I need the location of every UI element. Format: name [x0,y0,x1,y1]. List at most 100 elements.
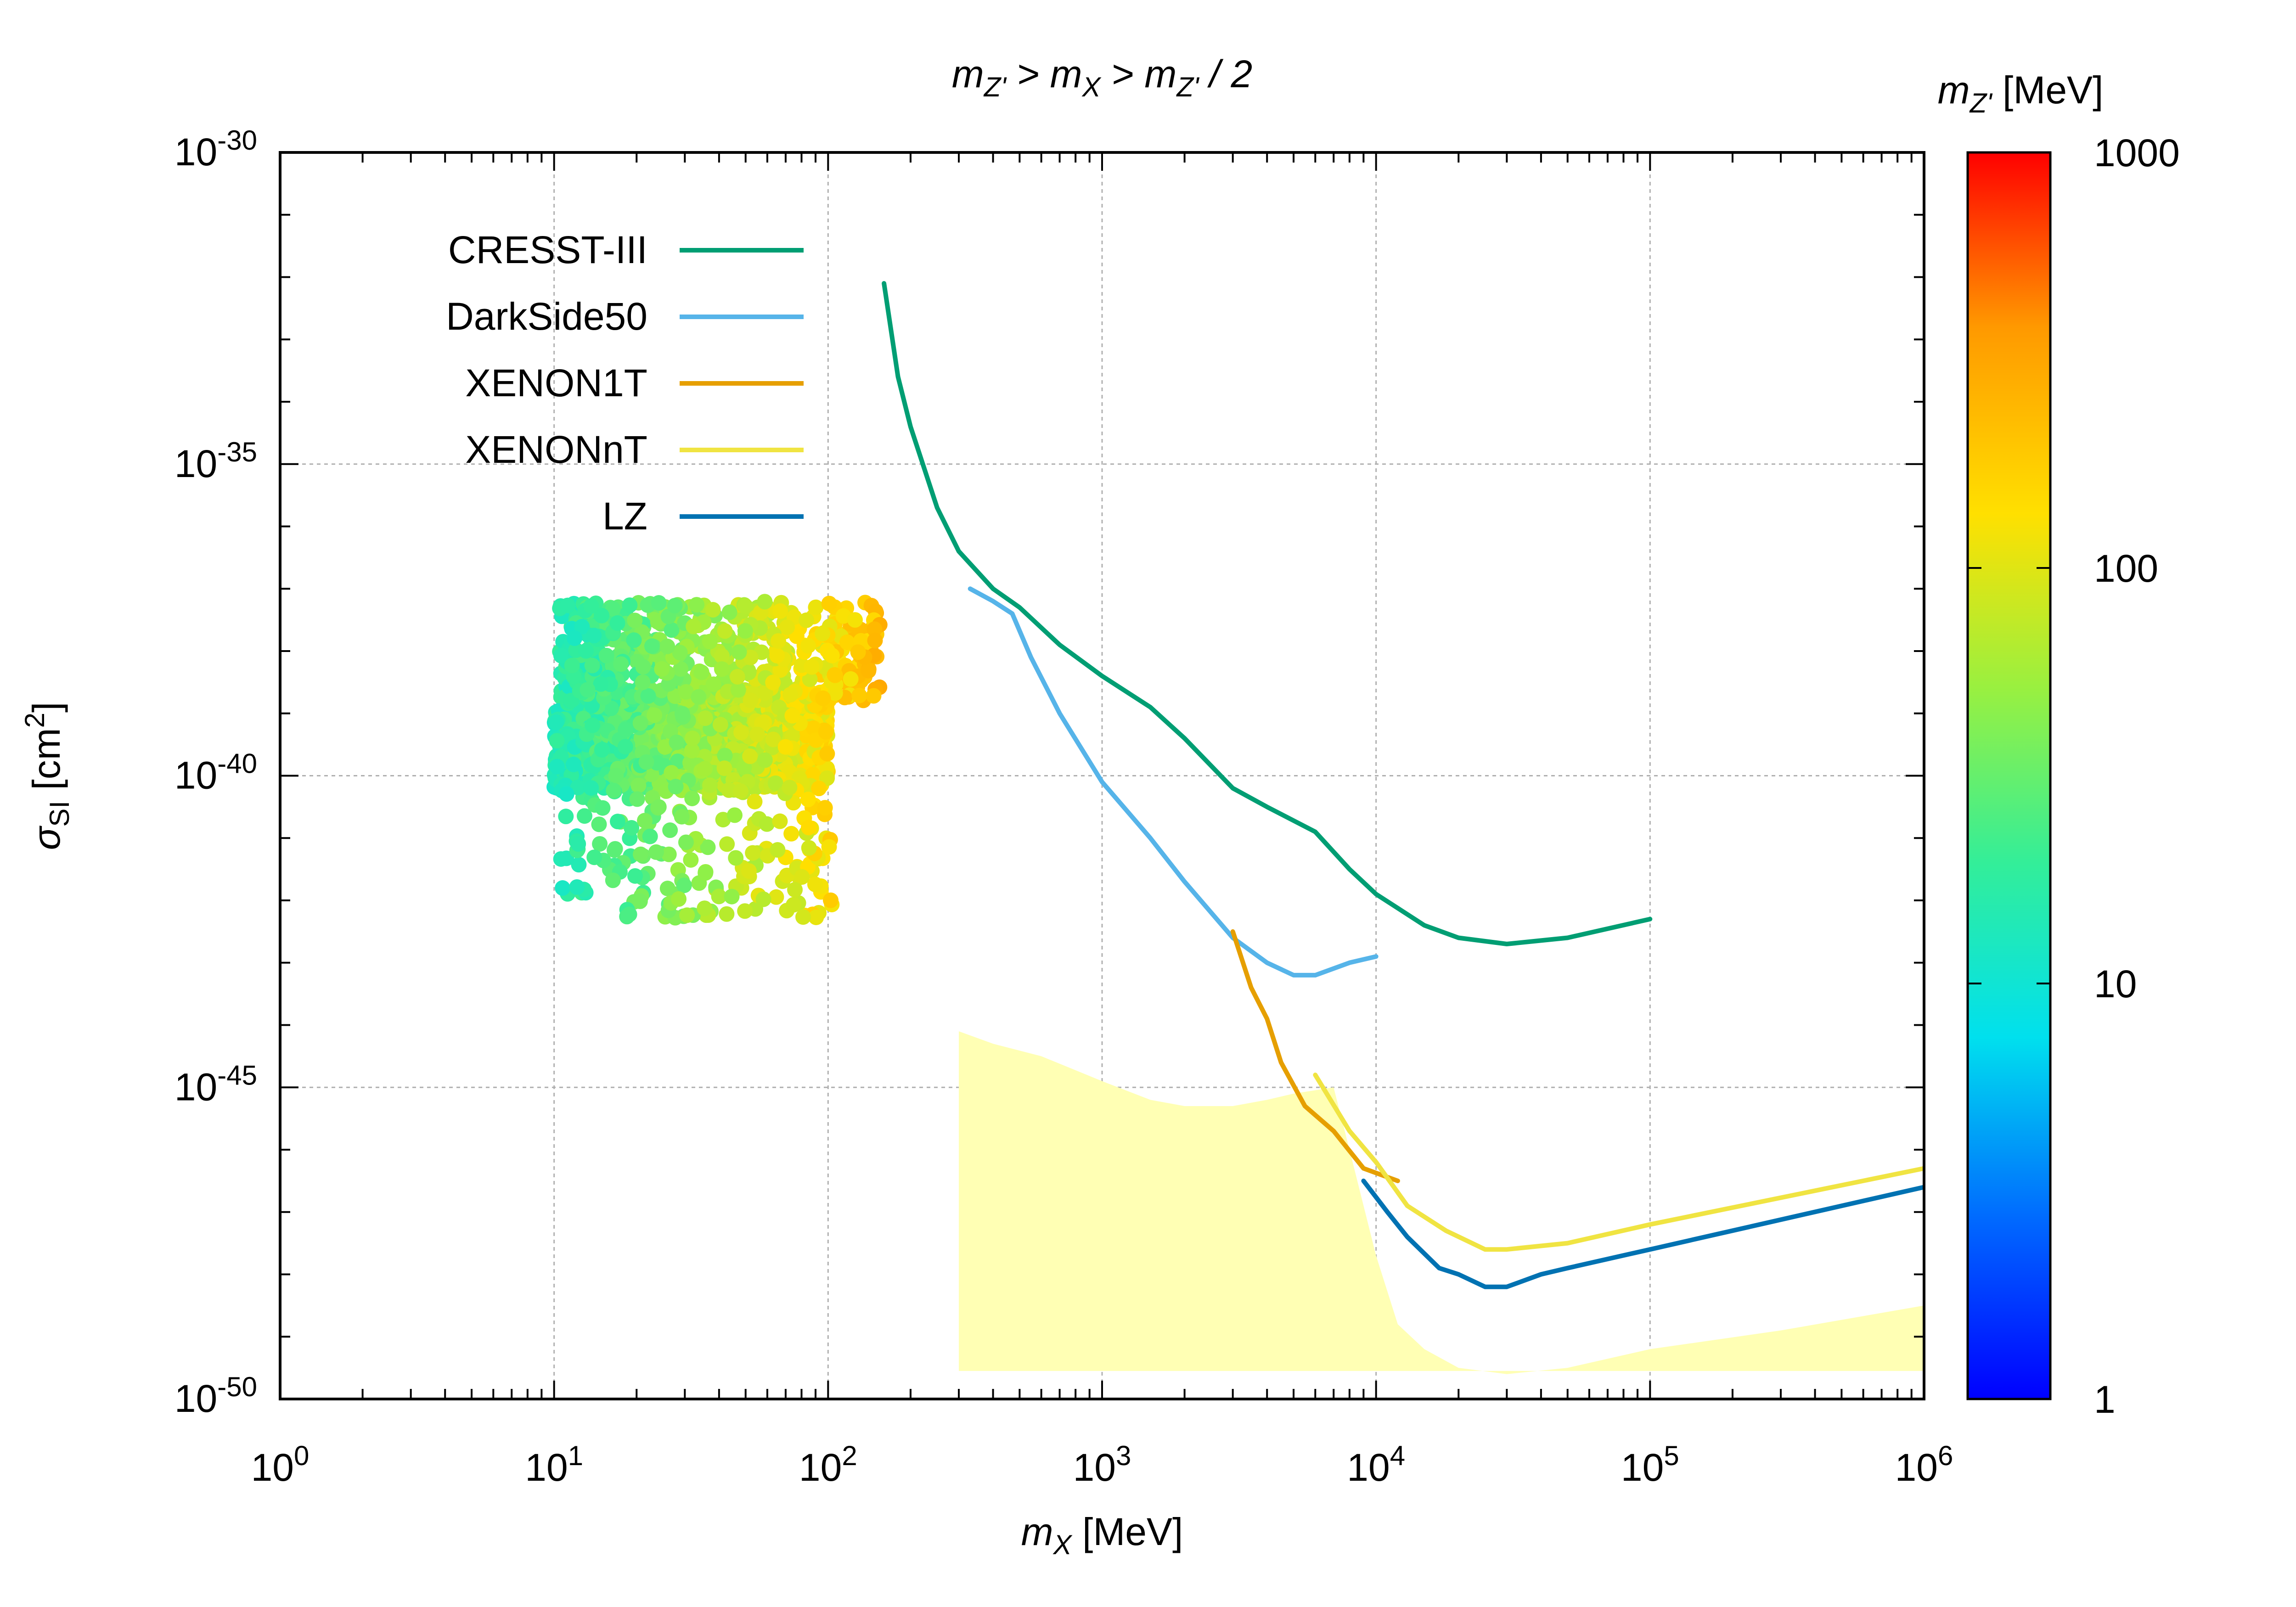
y-tick-label: 10-35 [174,437,257,485]
scatter-point [674,706,690,722]
scatter-point [558,850,574,866]
scatter-point [786,897,802,913]
y-tick-label: 10-40 [174,748,257,797]
colorbar-label: mZ' [MeV] [1938,68,2104,118]
scatter-point [627,868,643,884]
scatter-point [689,597,705,613]
scatter-point [743,692,759,708]
scatter-point [630,777,647,793]
scatter-point [548,714,564,730]
scatter-point [659,881,675,897]
scatter-point [800,638,816,654]
scatter-point [659,638,675,654]
x-tick-label: 100 [251,1440,310,1489]
curve-lz [1361,1178,1924,1289]
scatter-point [673,661,689,677]
scatter-point [644,638,660,654]
legend-label: CRESST-III [448,228,647,271]
scatter-point [697,710,713,726]
scatter-point [619,909,635,925]
scatter-point [560,597,576,613]
x-tick-label: 105 [1621,1440,1679,1489]
scatter-point [624,820,640,836]
scatter-point [779,619,795,635]
colorbar-tick-label: 1 [2094,1378,2116,1421]
scatter-point [770,842,786,858]
scatter-point [769,647,785,663]
scatter-point [664,765,680,781]
scatter-point [843,671,859,687]
scatter-point [586,849,602,865]
curve-xenonnt [1313,1073,1924,1252]
scatter-point [566,756,582,772]
scatter-point [609,615,625,631]
scatter-point [564,657,580,674]
y-tick-label: 10-50 [174,1371,257,1420]
scatter-point [807,877,823,893]
scatter-point [622,597,638,613]
scatter-point [567,630,583,646]
scatter-point [674,809,690,825]
scatter-point [684,790,700,806]
scatter-point [555,880,571,896]
scatter-point [569,879,585,895]
scatter-point [686,618,702,635]
axis-ticks [279,152,1924,1400]
x-tick-label: 101 [525,1440,583,1489]
scatter-point [772,813,788,829]
scatter-points [546,594,888,926]
y-tick-labels: 10-30 10-35 10-40 10-45 10-50 [174,125,257,1420]
y-tick-label: 10-30 [174,125,257,174]
scatter-point [745,845,761,861]
scatter-point [757,594,773,610]
scatter-point [570,836,586,852]
legend-label: LZ [602,494,647,538]
scatter-point [726,807,743,823]
scatter-point [617,739,633,755]
scatter-point [610,814,626,830]
scatter-point [808,599,824,615]
scatter-point [613,656,629,672]
scatter-point [730,682,746,698]
scatter-point [632,715,648,731]
scatter-point [595,800,611,816]
scatter-point [801,840,817,856]
scatter-point [702,777,718,793]
scatter-point [626,632,642,648]
scatter-point [683,852,699,868]
x-tick-label: 104 [1347,1440,1405,1489]
scatter-point [733,725,749,741]
scatter-point [724,888,740,905]
scatter-point [549,733,565,749]
scatter-point [608,768,624,784]
scatter-point [672,645,688,661]
scatter-point [815,690,831,706]
scatter-point [679,907,695,923]
scatter-point [712,717,728,733]
scatter-point [571,857,587,873]
scatter-point [549,759,565,775]
x-axis-label: mX [MeV] [1021,1510,1183,1560]
y-axis-label: σSI [cm2] [19,702,75,850]
scatter-point [662,822,678,838]
scatter-point [711,888,727,905]
legend-label: XENONnT [465,428,647,471]
legend: CRESST-III DarkSide50 XENON1T XENONnT LZ [446,228,804,538]
scatter-point [795,909,811,925]
scatter-point [558,809,574,825]
scatter-point [847,612,863,628]
scatter-point [570,780,586,796]
scatter-point [719,836,735,852]
scatter-point [667,598,683,614]
scatter-point [851,687,867,703]
scatter-point [867,633,883,649]
neutrino-fog-band [959,1031,1924,1374]
scatter-point [741,863,757,879]
scatter-point [647,707,663,723]
scatter-point [714,648,730,664]
scatter-point [824,647,840,663]
grid-lines [280,152,1924,1399]
scatter-point [772,603,788,619]
scatter-point [574,618,590,635]
scatter-point [635,674,651,690]
